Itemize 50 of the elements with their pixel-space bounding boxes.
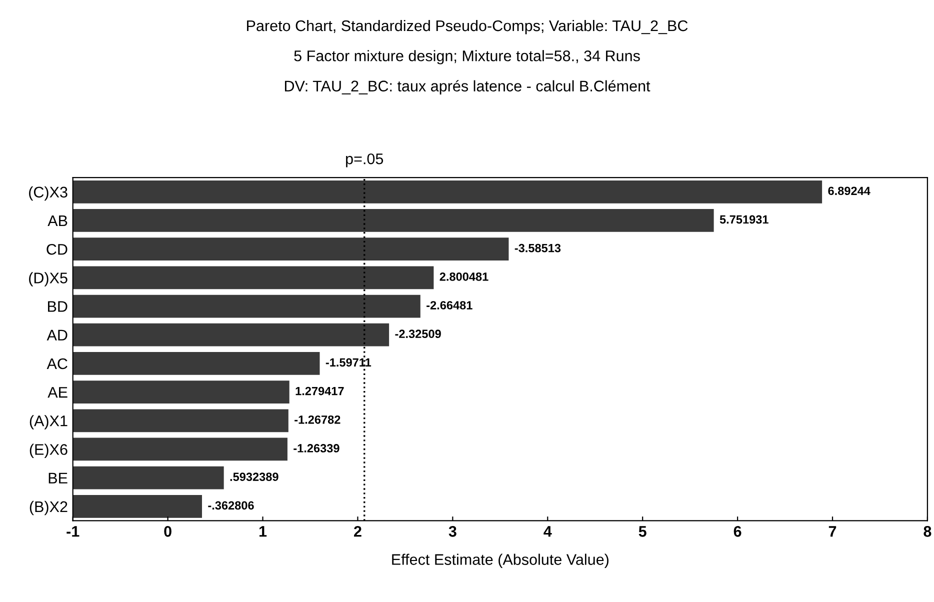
y-tick-label: CD bbox=[46, 244, 68, 255]
annotation: 6.89244 bbox=[828, 186, 870, 196]
bar bbox=[72, 209, 714, 232]
y-tick-label: (D)X5 bbox=[29, 272, 68, 286]
bar bbox=[72, 438, 288, 461]
bar bbox=[72, 238, 509, 261]
x-tick-label: 0 bbox=[164, 526, 172, 537]
x-tick-label: 3 bbox=[448, 526, 456, 537]
chart-subtitle: 5 Factor mixture design; Mixture total=58., 34 Runs DV: TAU_2_BC: taux aprés latence - calcul B.Clément bbox=[284, 50, 650, 94]
bar bbox=[72, 409, 288, 432]
bar bbox=[72, 266, 434, 290]
y-tick-label: AB bbox=[48, 216, 68, 226]
bar bbox=[72, 323, 390, 346]
y-tick-label: (C)X3 bbox=[29, 186, 68, 201]
y-tick-label: (E)X6 bbox=[30, 444, 68, 458]
x-tick-label: 4 bbox=[544, 526, 552, 537]
bar bbox=[72, 352, 320, 375]
bar bbox=[72, 466, 224, 490]
y-tick-label: BD bbox=[48, 301, 68, 312]
x-tick-label: 5 bbox=[638, 526, 646, 537]
bar bbox=[72, 180, 822, 204]
ref-line-label: p=.05 bbox=[346, 153, 384, 168]
annotation: 1.279417 bbox=[296, 386, 344, 396]
bar bbox=[72, 380, 290, 404]
y-tick-label: (B)X2 bbox=[30, 500, 68, 516]
annotation: .5932389 bbox=[230, 472, 278, 482]
annotation: -1.26339 bbox=[294, 444, 340, 452]
annotation: 5.751931 bbox=[720, 215, 768, 224]
y-tick-label: (A)X1 bbox=[30, 415, 68, 430]
bar bbox=[72, 494, 202, 518]
annotation: -3.58513 bbox=[514, 244, 561, 252]
x-axis-title: Effect Estimate (Absolute Value) bbox=[392, 554, 608, 568]
annotation: -2.32509 bbox=[395, 330, 441, 338]
annotation: -1.26782 bbox=[294, 415, 340, 424]
bar bbox=[72, 294, 420, 318]
x-tick-label: -1 bbox=[66, 526, 80, 537]
x-tick-label: 2 bbox=[354, 526, 362, 537]
x-tick-label: 7 bbox=[828, 526, 836, 537]
y-tick-label: BE bbox=[48, 472, 68, 484]
annotation: -.362806 bbox=[208, 501, 254, 510]
x-tick-label: 1 bbox=[259, 526, 267, 537]
x-tick-label: 8 bbox=[924, 526, 932, 537]
x-tick-label: 6 bbox=[734, 526, 742, 537]
chart-title: Pareto Chart, Standardized Pseudo-Comps; Variable: TAU_2_BC bbox=[247, 20, 688, 34]
y-tick-label: AC bbox=[46, 358, 68, 370]
annotation: 2.800481 bbox=[440, 272, 488, 281]
annotation: -1.59711 bbox=[326, 358, 372, 367]
y-tick-label: AD bbox=[46, 330, 68, 340]
y-tick-label: AE bbox=[48, 387, 68, 398]
annotation: -2.66481 bbox=[426, 301, 472, 310]
